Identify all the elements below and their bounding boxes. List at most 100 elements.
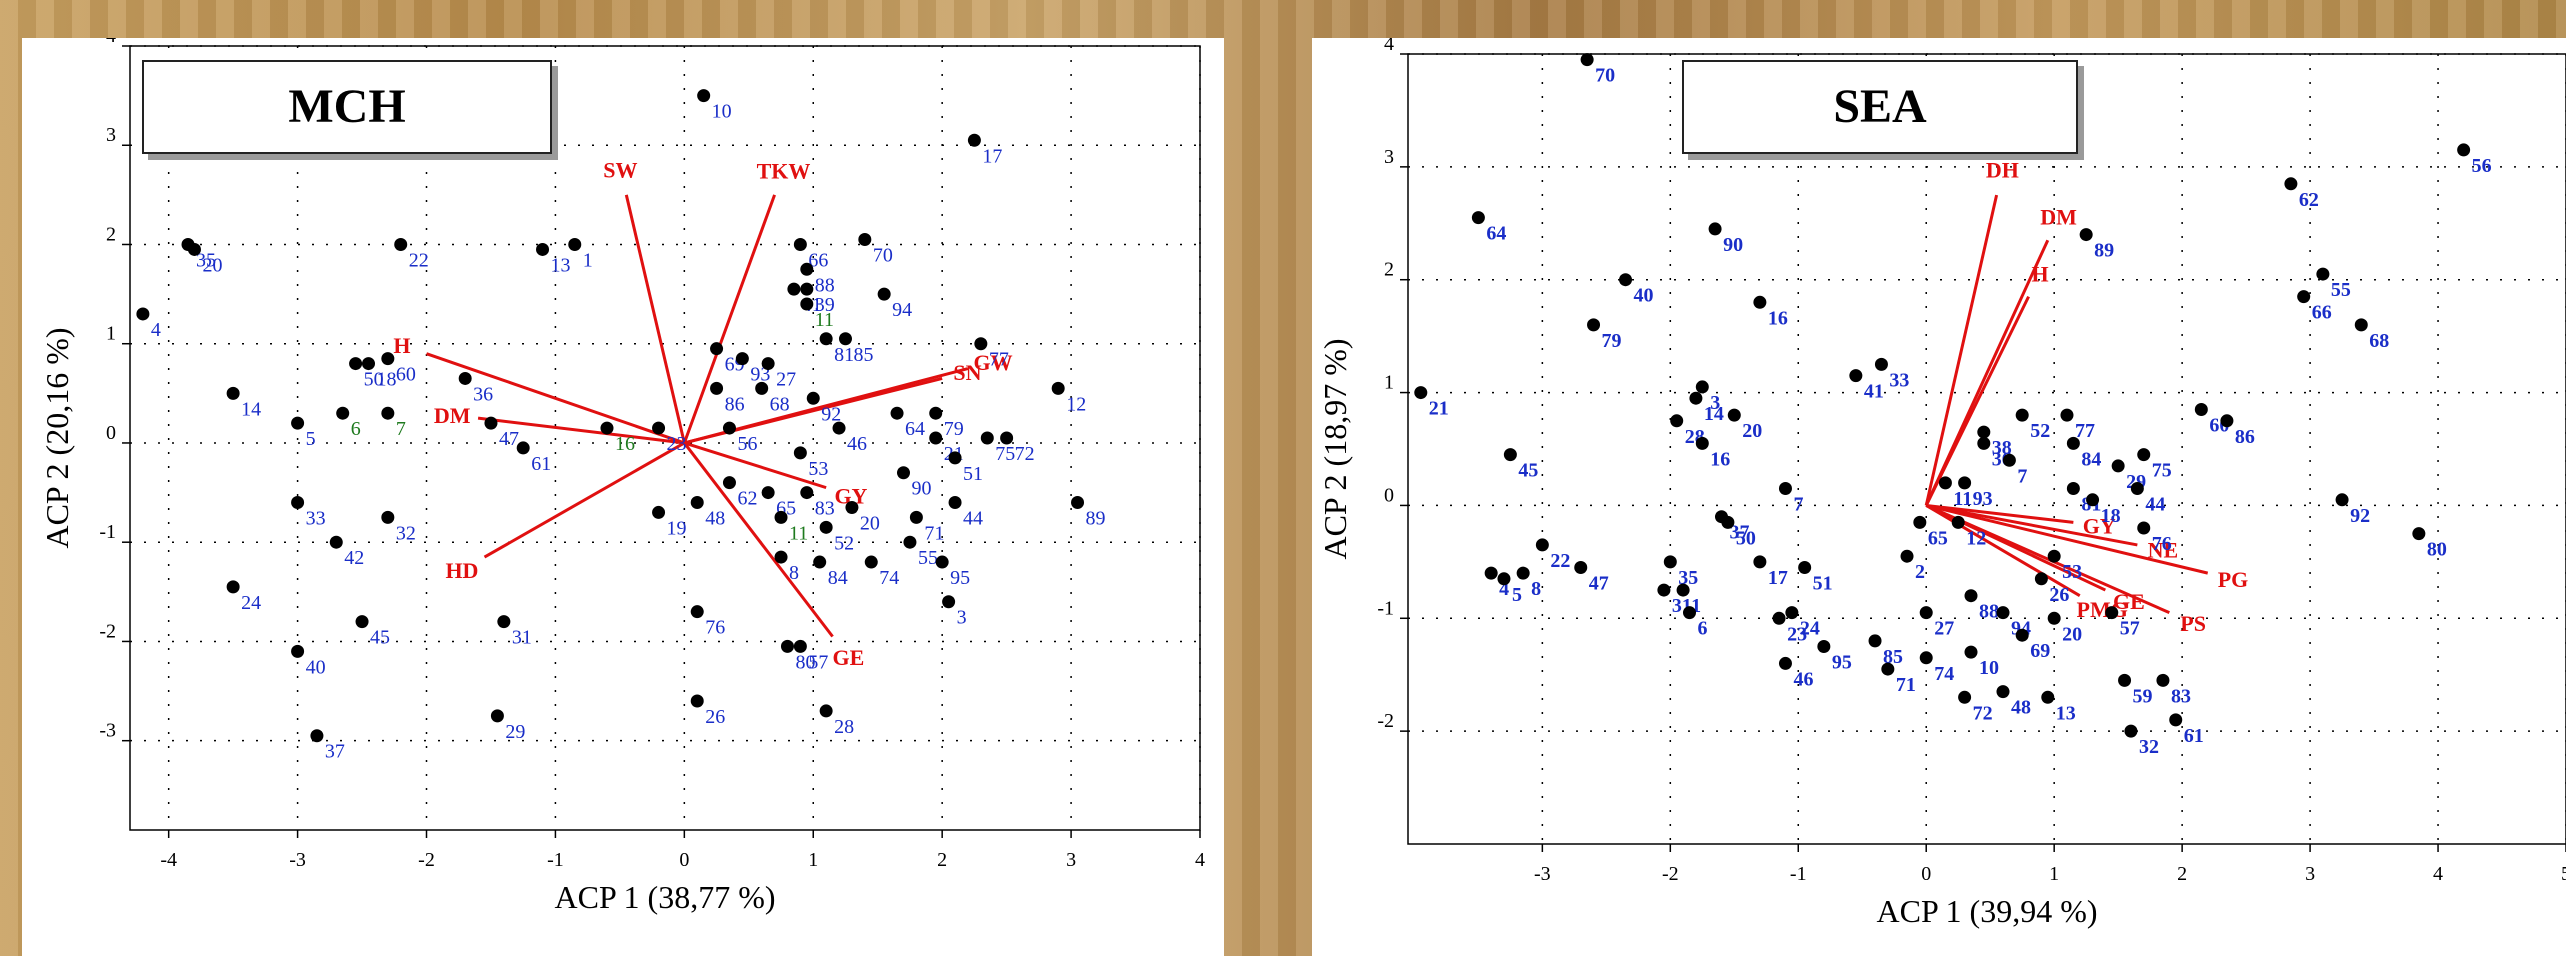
point-label: 76 [2152,533,2172,555]
data-point [2041,690,2055,704]
data-point [819,520,833,534]
x-tick-label: 0 [1921,863,1931,885]
data-point [2169,713,2183,727]
data-point [1414,386,1428,400]
data-point [1000,431,1014,445]
point-label: 47 [499,428,519,450]
point-label: 70 [873,245,893,267]
data-point [1695,436,1709,450]
point-label: 16 [615,433,635,455]
data-point [2130,482,2144,495]
data-point [2297,290,2311,304]
point-label: 95 [950,567,970,589]
data-point [2156,673,2170,687]
vector-label-h: H [393,333,410,358]
data-point [516,441,530,455]
data-point [2015,408,2029,422]
data-point [697,89,711,103]
data-point [381,352,395,366]
point-label: 75 [995,443,1015,465]
x-tick-label: -1 [1790,863,1807,885]
data-point [1663,555,1677,569]
vector-label-pg: PG [2218,567,2249,592]
point-label: 50 [1736,527,1756,549]
x-tick-label: 5 [2561,863,2566,885]
y-tick-label: -3 [99,720,116,742]
point-label: 17 [1768,567,1788,589]
x-tick-label: -4 [160,849,177,871]
data-point [2060,408,2074,422]
data-point [864,555,878,569]
data-point [1951,515,1965,529]
data-point [800,297,814,311]
point-label: 60 [396,364,416,386]
point-label: 20 [202,254,222,276]
data-point [2066,482,2080,495]
point-label: 21 [1429,398,1449,420]
point-label: 46 [1793,668,1813,690]
y-tick-label: 4 [106,38,116,47]
data-point [1977,436,1991,450]
data-point [187,242,201,256]
data-point [1753,555,1767,569]
data-point [858,233,872,247]
data-point [1676,583,1690,597]
chart-panel-sea: -3 -2 -1 0 1 2 3 4 5 4 3 2 1 0 -1 -2 ACP 1 (39,94 %) ACP … [1312,38,2566,956]
vector-h [426,352,685,445]
point-label: 61 [2184,725,2204,747]
point-label: 32 [396,522,416,544]
y-tick-label: -2 [1377,710,1394,732]
point-label: 86 [2235,426,2255,448]
point-label: 56 [2472,155,2492,177]
data-point [690,496,704,510]
point-label: 5 [1512,584,1522,606]
point-label: 42 [344,547,364,569]
data-point [1958,476,1972,490]
point-label: 53 [808,458,828,480]
data-point [793,446,807,460]
data-point [838,332,852,346]
sea-title: SEA [1682,60,2078,154]
data-point [2002,453,2016,467]
data-point [948,496,962,510]
point-label: 77 [989,349,1009,371]
y-tick-label: 3 [106,124,116,146]
data-point [1778,482,1792,495]
data-point [2457,143,2471,157]
data-point [690,605,704,619]
point-label: 56 [737,433,757,455]
point-label: 51 [1813,573,1833,595]
data-point [780,639,794,653]
data-point [690,694,704,708]
point-label: 23 [667,433,687,455]
point-label: 4 [1499,578,1509,600]
point-label: 7 [2017,465,2027,487]
point-label: 65 [1928,527,1948,549]
plot-frame [129,45,1201,831]
point-label: 89 [2094,240,2114,262]
x-tick-label: 0 [679,849,689,871]
y-axis-label: ACP 2 (20,16 %) [39,327,75,548]
point-label: 83 [815,498,835,520]
data-point [832,421,846,435]
point-label: 93 [1973,488,1993,510]
y-tick-label: 3 [1384,146,1394,168]
point-label: 8 [789,562,799,584]
data-point [291,496,305,510]
point-label: 84 [828,567,848,589]
data-point [974,337,988,351]
data-point [1958,690,1972,704]
point-label: 50 [364,369,384,391]
point-label: 68 [2369,330,2389,352]
point-label: 55 [2331,279,2351,301]
point-label: 27 [1934,618,1954,640]
data-point [1938,476,1952,490]
point-label: 92 [2350,505,2370,527]
x-tick-label: 4 [1195,849,1205,871]
vector-tkw [682,194,776,444]
data-point [942,595,956,609]
data-point [929,431,943,445]
y-tick-label: -2 [99,620,116,642]
vector-label-dm: DM [2040,205,2077,230]
